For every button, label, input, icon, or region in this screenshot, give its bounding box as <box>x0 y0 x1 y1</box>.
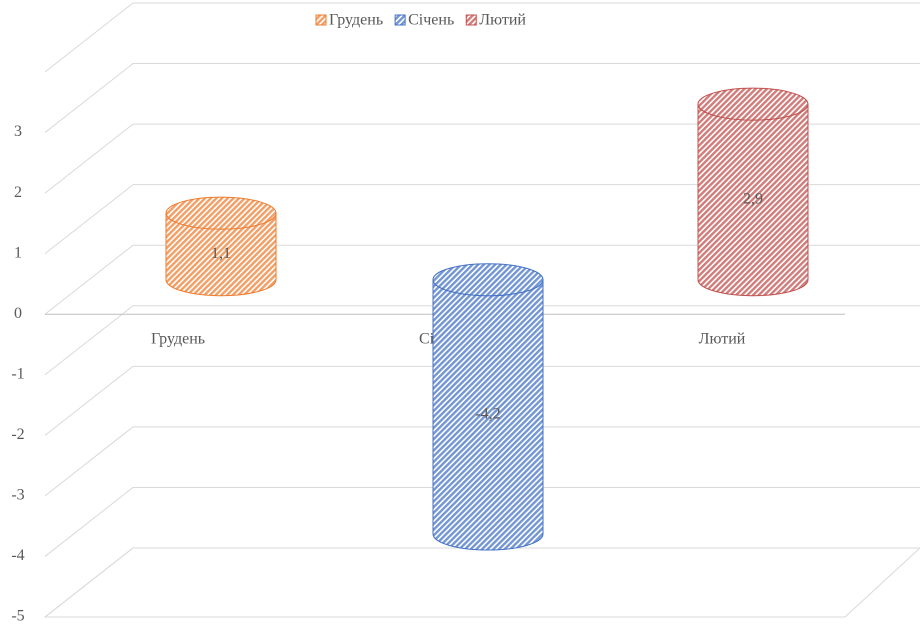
legend-swatch <box>394 14 406 26</box>
y-tick-label: -3 <box>11 487 24 504</box>
cylinder-top <box>697 87 809 121</box>
y-tick-label: 1 <box>14 244 22 261</box>
cylinder <box>697 87 809 297</box>
cylinder <box>432 263 544 551</box>
cylinder-top <box>432 263 544 297</box>
back-wall-edge <box>44 2 920 73</box>
grid-line <box>44 244 920 315</box>
y-tick-label: 2 <box>14 184 22 201</box>
legend-swatch <box>315 14 327 26</box>
legend: Грудень Січень Лютий <box>315 12 526 29</box>
y-tick-label: 3 <box>14 123 22 140</box>
y-tick-label: 0 <box>14 305 22 322</box>
grid-line <box>44 365 920 436</box>
y-tick-label: -2 <box>11 426 24 443</box>
cylinder <box>165 196 277 297</box>
grid-line <box>44 184 920 255</box>
legend-label: Грудень <box>329 12 383 29</box>
y-tick-label: -1 <box>11 365 24 382</box>
grid-line <box>44 547 920 618</box>
legend-label: Січень <box>408 12 454 29</box>
data-label: -4,2 <box>475 406 500 423</box>
grid-line <box>44 63 920 133</box>
floor <box>43 547 920 618</box>
grid-line <box>44 305 920 376</box>
data-label: 1,1 <box>211 245 231 262</box>
legend-label: Лютий <box>479 12 526 29</box>
grid-line <box>44 486 920 557</box>
legend-swatch <box>465 14 477 26</box>
y-tick-label: -5 <box>11 608 24 624</box>
cylinder-top <box>165 196 277 230</box>
x-tick-label: Лютий <box>699 331 746 348</box>
grid-line <box>44 426 920 497</box>
y-tick-label: -4 <box>11 547 24 564</box>
x-tick-label: Грудень <box>151 331 205 348</box>
data-label: 2,9 <box>743 191 763 208</box>
grid-line <box>44 123 920 194</box>
